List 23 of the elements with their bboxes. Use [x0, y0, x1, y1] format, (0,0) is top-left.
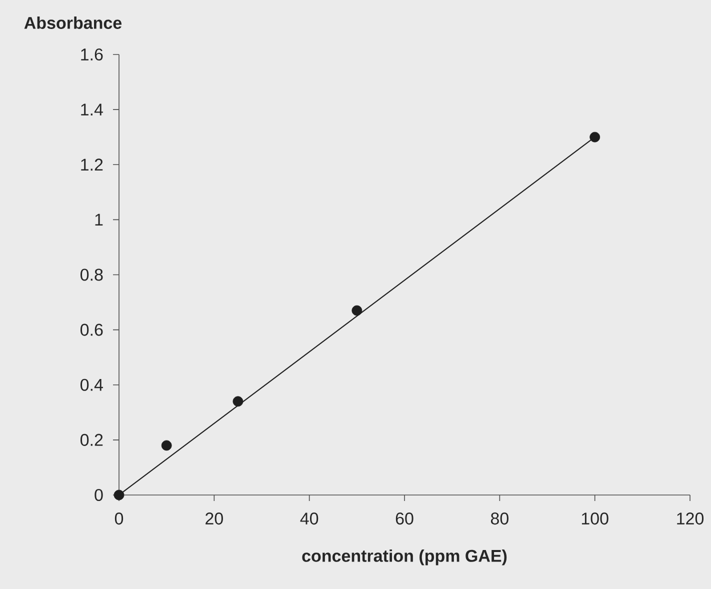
point — [232, 396, 244, 407]
x-tick-label: 20 — [206, 512, 223, 525]
y-tick-label: 0.2 — [80, 434, 103, 446]
point — [161, 440, 172, 451]
y-tick-label: 1.2 — [81, 158, 103, 171]
y-tick-label: 1.6 — [81, 48, 103, 61]
y-tick-label: 0.8 — [80, 268, 103, 281]
x-tick-label: 60 — [396, 512, 414, 525]
y-axis-title: Absorbance — [24, 16, 122, 29]
y-tick-label: 0 — [94, 488, 103, 502]
y-tick-label: 0.6 — [80, 324, 103, 336]
point — [352, 305, 362, 316]
x-tick-label: 40 — [300, 512, 318, 525]
x-axis-title: concentration (ppm GAE) — [302, 549, 507, 566]
point — [114, 490, 124, 500]
y-tick-label: 1 — [95, 214, 103, 226]
y-tick-label: 1.4 — [81, 104, 103, 116]
x-tick-label: 80 — [490, 512, 508, 525]
x-tick-label: 100 — [582, 512, 608, 525]
y-tick-label: 0.4 — [80, 378, 103, 391]
x-tick-label: 120 — [677, 512, 704, 525]
point — [590, 132, 600, 142]
x-tick-label: 0 — [114, 512, 124, 525]
